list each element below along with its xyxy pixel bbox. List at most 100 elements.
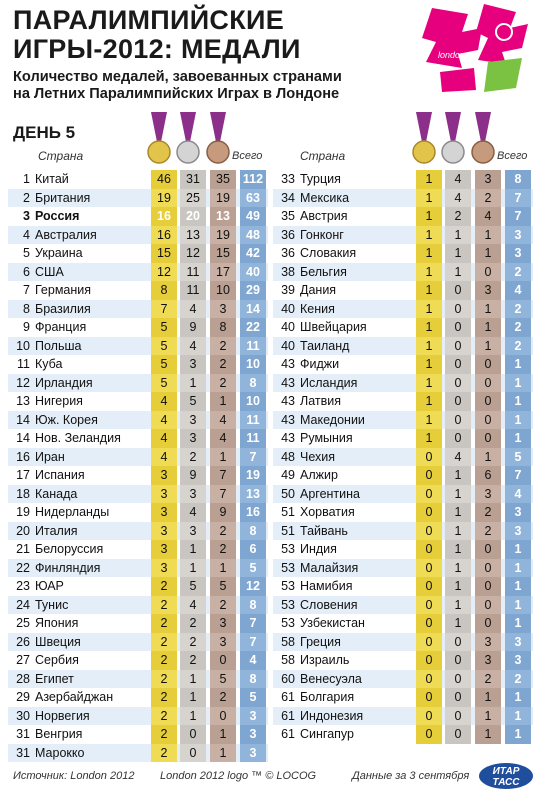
country-cell: Сербия bbox=[35, 653, 79, 667]
itar-text: ИТАР bbox=[493, 766, 520, 777]
table-row: 60 Венесуэла 0 0 2 2 bbox=[273, 669, 533, 688]
table-row: 53 Узбекистан 0 1 0 1 bbox=[273, 614, 533, 633]
total-cell: 6 bbox=[240, 540, 266, 559]
gold-cell: 1 bbox=[416, 410, 442, 429]
country-cell: Фиджи bbox=[300, 357, 340, 371]
rank-cell: 7 bbox=[23, 283, 30, 297]
table-row: 22 Финляндия 3 1 1 5 bbox=[8, 558, 268, 577]
table-row: 17 Испания 3 9 7 19 bbox=[8, 466, 268, 485]
table-row: 26 Швеция 2 2 3 7 bbox=[8, 632, 268, 651]
total-cell: 3 bbox=[505, 503, 531, 522]
rank-cell: 36 bbox=[281, 246, 295, 260]
total-cell: 1 bbox=[505, 688, 531, 707]
gold-cell: 0 bbox=[416, 651, 442, 670]
country-cell: Япония bbox=[35, 616, 79, 630]
rank-cell: 17 bbox=[16, 468, 30, 482]
bronze-cell: 0 bbox=[475, 392, 501, 411]
silver-cell: 9 bbox=[180, 318, 206, 337]
total-cell: 3 bbox=[505, 632, 531, 651]
gold-cell: 16 bbox=[151, 207, 177, 226]
silver-cell: 1 bbox=[180, 669, 206, 688]
gold-cell: 7 bbox=[151, 299, 177, 318]
rank-cell: 31 bbox=[16, 727, 30, 741]
total-cell: 2 bbox=[505, 262, 531, 281]
rank-cell: 35 bbox=[281, 209, 295, 223]
silver-cell: 4 bbox=[180, 595, 206, 614]
bronze-medal-icon bbox=[471, 112, 495, 164]
table-row: 39 Дания 1 0 3 4 bbox=[273, 281, 533, 300]
total-cell: 5 bbox=[240, 558, 266, 577]
gold-cell: 0 bbox=[416, 540, 442, 559]
gold-cell: 1 bbox=[416, 244, 442, 263]
silver-cell: 20 bbox=[180, 207, 206, 226]
total-cell: 112 bbox=[240, 170, 266, 189]
bronze-cell: 0 bbox=[475, 595, 501, 614]
gold-cell: 2 bbox=[151, 669, 177, 688]
rank-cell: 51 bbox=[281, 505, 295, 519]
gold-cell: 0 bbox=[416, 632, 442, 651]
gold-cell: 1 bbox=[416, 318, 442, 337]
table-row: 14 Юж. Корея 4 3 4 11 bbox=[8, 410, 268, 429]
bronze-cell: 4 bbox=[210, 410, 236, 429]
bronze-cell: 0 bbox=[475, 373, 501, 392]
total-cell: 2 bbox=[505, 299, 531, 318]
gold-cell: 1 bbox=[416, 225, 442, 244]
bronze-cell: 2 bbox=[475, 521, 501, 540]
country-cell: Марокко bbox=[35, 745, 85, 760]
country-header-left: Страна bbox=[38, 149, 84, 163]
gold-cell: 16 bbox=[151, 225, 177, 244]
title-line-2: ИГРЫ-2012: МЕДАЛИ bbox=[13, 34, 301, 64]
bronze-cell: 7 bbox=[210, 466, 236, 485]
table-row: 38 Бельгия 1 1 0 2 bbox=[273, 262, 533, 281]
bronze-cell: 3 bbox=[475, 281, 501, 300]
country-cell: Хорватия bbox=[300, 505, 355, 519]
total-cell: 3 bbox=[505, 244, 531, 263]
table-row: 34 Мексика 1 4 2 7 bbox=[273, 188, 533, 207]
table-row: 53 Намибия 0 1 0 1 bbox=[273, 577, 533, 596]
country-cell: Германия bbox=[35, 283, 92, 297]
country-cell: Венгрия bbox=[35, 727, 83, 741]
gold-cell: 1 bbox=[416, 170, 442, 189]
bronze-cell: 35 bbox=[210, 170, 236, 189]
total-cell: 49 bbox=[240, 207, 266, 226]
total-cell: 10 bbox=[240, 392, 266, 411]
gold-cell: 4 bbox=[151, 392, 177, 411]
bronze-cell: 5 bbox=[210, 577, 236, 596]
total-cell: 8 bbox=[240, 521, 266, 540]
total-cell: 7 bbox=[240, 632, 266, 651]
gold-cell: 1 bbox=[416, 207, 442, 226]
country-cell: Украина bbox=[35, 246, 83, 260]
bronze-cell: 3 bbox=[475, 484, 501, 503]
gold-cell: 0 bbox=[416, 706, 442, 725]
country-cell: США bbox=[35, 264, 64, 279]
country-cell: Польша bbox=[35, 338, 82, 353]
bronze-cell: 3 bbox=[475, 651, 501, 670]
total-cell: 14 bbox=[240, 299, 266, 318]
date-note: Данные за 3 сентября bbox=[352, 770, 470, 782]
source-note: Источник: London 2012 bbox=[13, 770, 135, 782]
bronze-cell: 8 bbox=[210, 318, 236, 337]
country-cell: Словакия bbox=[300, 246, 357, 260]
rank-cell: 14 bbox=[16, 431, 30, 445]
silver-cell: 1 bbox=[180, 706, 206, 725]
total-cell: 1 bbox=[505, 706, 531, 725]
total-cell: 42 bbox=[240, 244, 266, 263]
silver-cell: 2 bbox=[180, 614, 206, 633]
rank-cell: 29 bbox=[16, 690, 30, 704]
bronze-cell: 1 bbox=[210, 392, 236, 411]
silver-cell: 5 bbox=[180, 577, 206, 596]
medal-table-left: 1 Китай 46 31 35 112 2 Британия 19 25 19 63 3 Россия 1… bbox=[8, 170, 268, 762]
title-line-1: ПАРАЛИМПИЙСКИЕ bbox=[13, 5, 285, 35]
silver-cell: 2 bbox=[180, 651, 206, 670]
tass-text: ТАСС bbox=[493, 777, 521, 788]
bronze-cell: 2 bbox=[210, 595, 236, 614]
bronze-cell: 0 bbox=[475, 540, 501, 559]
country-cell: Болгария bbox=[300, 690, 355, 704]
bronze-cell: 1 bbox=[475, 688, 501, 707]
gold-cell: 0 bbox=[416, 558, 442, 577]
total-cell: 1 bbox=[505, 410, 531, 429]
table-row: 12 Ирландия 5 1 2 8 bbox=[8, 373, 268, 392]
country-cell: Египет bbox=[35, 671, 74, 686]
bronze-cell: 0 bbox=[475, 577, 501, 596]
silver-cell: 0 bbox=[445, 688, 471, 707]
